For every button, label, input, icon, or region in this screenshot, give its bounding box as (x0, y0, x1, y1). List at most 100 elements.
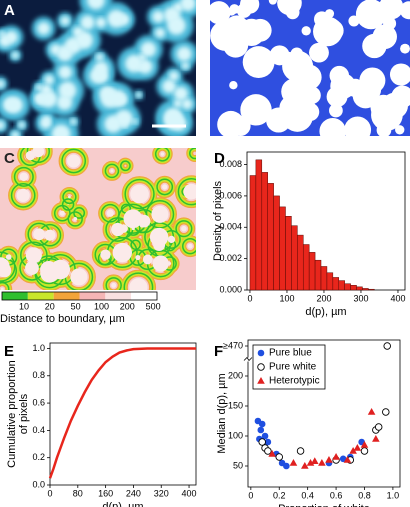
blob (181, 61, 190, 70)
core (187, 243, 193, 249)
point (275, 453, 284, 461)
point (296, 447, 305, 455)
panel-label: F (214, 343, 223, 360)
blob (154, 27, 166, 39)
point (264, 447, 272, 455)
contour (67, 211, 83, 227)
blob (172, 116, 187, 132)
blob (58, 81, 77, 100)
colorbar-frame (1, 291, 158, 301)
x-tick-label: 400 (182, 488, 197, 498)
bar (267, 183, 274, 291)
x-tick-label: 1.0 (387, 490, 400, 500)
core (32, 148, 45, 158)
core (151, 205, 169, 223)
point (360, 441, 369, 448)
blob (35, 93, 45, 103)
blob (135, 92, 142, 98)
blob (42, 115, 51, 125)
y-tick-label: 0.000 (219, 284, 242, 294)
blob (162, 79, 177, 94)
y-axis-label: Cumulative proportion (6, 360, 18, 468)
colorbar-segment (79, 292, 106, 300)
x-tick-label: 200 (316, 293, 331, 303)
point (261, 432, 269, 440)
bar (326, 272, 334, 291)
point (374, 423, 383, 431)
colorbar-segment (2, 292, 28, 300)
bar (285, 216, 292, 291)
y-axis-label: of pixels (18, 393, 30, 434)
bar (362, 288, 369, 291)
blob (355, 0, 386, 30)
blob (248, 18, 272, 42)
contour (154, 148, 170, 162)
x-tick-label: 0.4 (301, 490, 314, 500)
contour (124, 178, 155, 210)
blob (37, 21, 51, 35)
blob (0, 120, 5, 130)
legend-marker (257, 363, 265, 371)
legend-box (252, 344, 326, 390)
core (142, 254, 153, 265)
core (160, 152, 165, 156)
y-axis-label: Median d(p), µm (216, 373, 228, 453)
blob (167, 16, 186, 35)
blob (365, 18, 376, 29)
blob (6, 96, 24, 114)
blob (395, 125, 405, 135)
blob (210, 1, 231, 25)
y-tick-label: 0.002 (219, 253, 242, 263)
point (382, 408, 390, 416)
contour (156, 178, 174, 196)
contour (61, 198, 75, 211)
blob (180, 0, 196, 12)
core (44, 229, 56, 241)
micrograph (0, 0, 196, 136)
blob (51, 124, 71, 136)
contour (177, 178, 196, 206)
y-tick-label: 0.0 (32, 479, 45, 489)
y-tick-label: 1.0 (32, 343, 45, 353)
blob (137, 59, 153, 74)
panel-label: A (4, 2, 15, 19)
core (25, 247, 42, 264)
y-tick-label: 50 (233, 460, 243, 470)
blob (140, 41, 157, 58)
bar (279, 206, 286, 291)
blob (314, 11, 330, 28)
core (5, 254, 12, 260)
point (264, 438, 272, 446)
y-tick-label: 0.006 (219, 190, 242, 200)
blob (319, 118, 346, 136)
y-tick-label: ≥470 (223, 340, 243, 350)
bar (297, 234, 304, 291)
plot-frame (247, 339, 401, 488)
blob (96, 70, 109, 83)
colorbar-segment (105, 292, 132, 300)
bar (338, 280, 345, 291)
core (100, 249, 111, 260)
blob (229, 81, 238, 90)
blob (108, 89, 127, 108)
panel-label: E (4, 343, 14, 360)
colorbar-tick-label: 10 (19, 301, 29, 311)
point (343, 456, 352, 463)
point (268, 450, 276, 457)
core (73, 217, 78, 221)
core (106, 209, 114, 217)
cumulative-line (48, 347, 196, 479)
core (67, 154, 81, 168)
bar (368, 288, 375, 291)
core (153, 239, 166, 251)
x-axis-label: Proportion of white (278, 503, 370, 507)
contour (130, 239, 141, 251)
core (119, 224, 128, 233)
bar (320, 266, 328, 291)
x-tick-label: 0.2 (273, 490, 286, 500)
y-tick-label: 200 (228, 370, 243, 380)
x-tick-label: 0 (47, 488, 52, 498)
blob (301, 26, 311, 36)
blob (173, 99, 183, 108)
